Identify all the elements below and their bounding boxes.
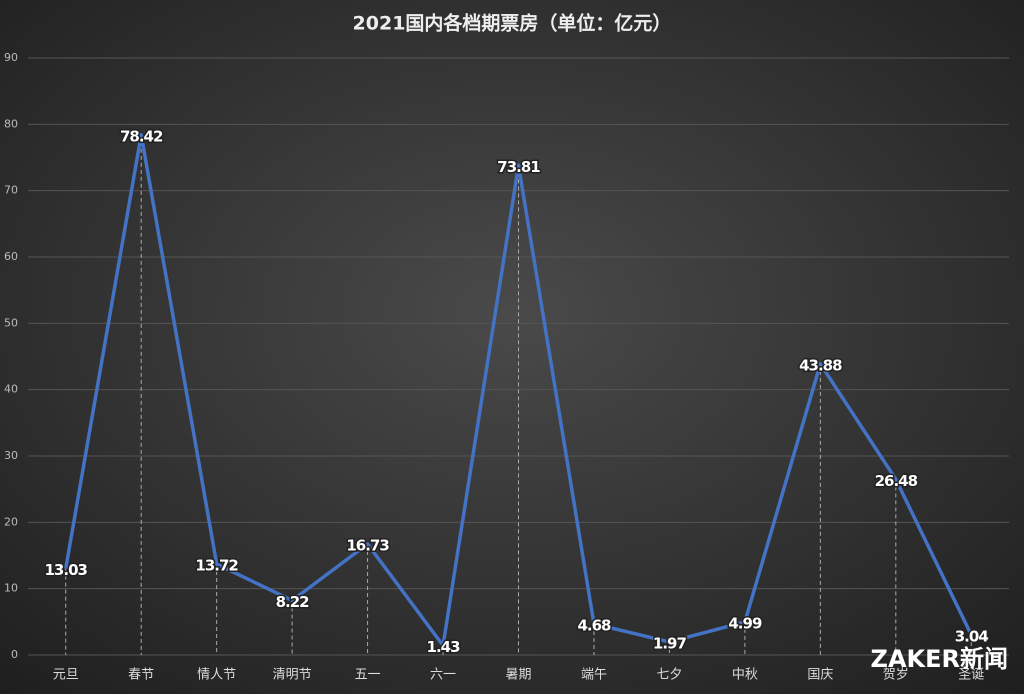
x-tick-label: 端午 bbox=[581, 668, 607, 683]
value-label: 16.73 bbox=[346, 537, 389, 555]
line bbox=[64, 133, 973, 648]
y-tick-label: 10 bbox=[4, 582, 18, 595]
x-tick-label: 圣诞 bbox=[958, 668, 984, 683]
value-label: 13.72 bbox=[195, 556, 238, 574]
value-label: 43.88 bbox=[799, 356, 842, 374]
x-tick-label: 中秋 bbox=[732, 668, 758, 683]
x-tick-label: 七夕 bbox=[656, 668, 682, 683]
x-tick-label: 贺岁 bbox=[883, 668, 909, 683]
value-label: 4.99 bbox=[728, 614, 762, 632]
value-label: 3.04 bbox=[955, 627, 989, 645]
y-tick-label: 50 bbox=[4, 316, 18, 329]
x-tick-label: 春节 bbox=[128, 668, 154, 683]
y-tick-label: 0 bbox=[11, 648, 18, 661]
y-tick-label: 30 bbox=[4, 449, 18, 462]
watermark: ZAKER新闻 bbox=[871, 645, 1008, 673]
y-tick-label: 40 bbox=[4, 383, 18, 396]
value-label: 26.48 bbox=[875, 472, 918, 490]
value-label: 4.68 bbox=[577, 616, 611, 634]
x-tick-label: 暑期 bbox=[505, 668, 531, 683]
value-label: 73.81 bbox=[497, 158, 540, 176]
value-label: 1.97 bbox=[653, 634, 687, 652]
value-label: 1.43 bbox=[427, 638, 461, 656]
chart-title: 2021国内各档期票房（单位：亿元） bbox=[353, 12, 672, 35]
value-label: 8.22 bbox=[276, 593, 310, 611]
y-tick-label: 80 bbox=[4, 117, 18, 130]
x-tick-label: 元旦 bbox=[53, 668, 79, 683]
x-tick-label: 五一 bbox=[355, 668, 381, 683]
y-tick-label: 60 bbox=[4, 250, 18, 263]
value-label: 13.03 bbox=[45, 561, 88, 579]
x-tick-label: 情人节 bbox=[197, 668, 236, 683]
x-tick-label: 清明节 bbox=[273, 668, 312, 683]
value-label: 78.42 bbox=[120, 127, 163, 145]
y-tick-label: 70 bbox=[4, 184, 18, 197]
x-tick-label: 六一 bbox=[430, 668, 456, 683]
x-tick-label: 国庆 bbox=[807, 668, 833, 683]
y-tick-label: 90 bbox=[4, 51, 18, 64]
y-tick-label: 20 bbox=[4, 515, 18, 528]
